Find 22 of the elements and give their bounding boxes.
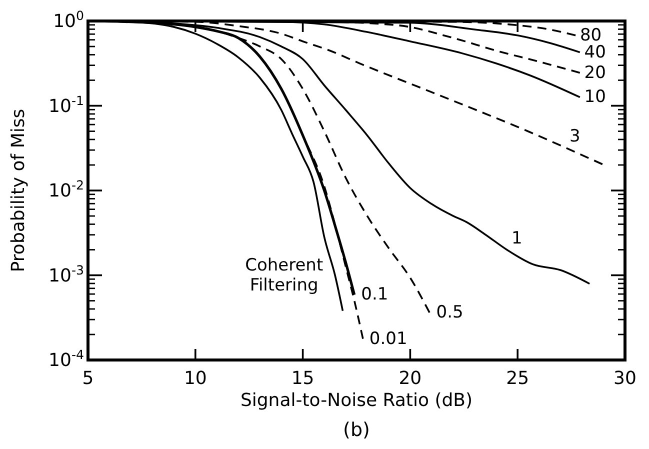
annotation: 0.1 [361,284,388,305]
annotation: 3 [570,126,580,147]
text: (b) [343,419,370,441]
y-tick-label: 10$^{0}$ [53,8,84,32]
x-tick-label: 10 [184,368,207,389]
annotation: 0.5 [436,302,464,323]
x-tick-label: 30 [614,368,636,389]
annotation: 1 [512,228,522,249]
annotation: 20 [584,62,606,83]
annotation: Coherent Filtering [245,255,324,296]
annotation: 0.01 [369,328,408,349]
x-tick-label: 20 [398,368,422,389]
x-tick-label: 15 [291,368,314,389]
x-tick-label: 25 [506,368,530,389]
y-tick-label: 10$^{-1}$ [48,92,84,117]
annotation: 10 [584,87,606,108]
y-tick-label: 10$^{-4}$ [48,346,84,371]
x-axis-title: Signal-to-Noise Ratio (dB) [240,390,473,411]
x-tick-label: 5 [82,368,94,389]
y-tick-label: 10$^{-2}$ [48,177,84,202]
y-axis-title: Probability of Miss [8,108,29,272]
y-tick-label: 10$^{-3}$ [48,262,84,286]
